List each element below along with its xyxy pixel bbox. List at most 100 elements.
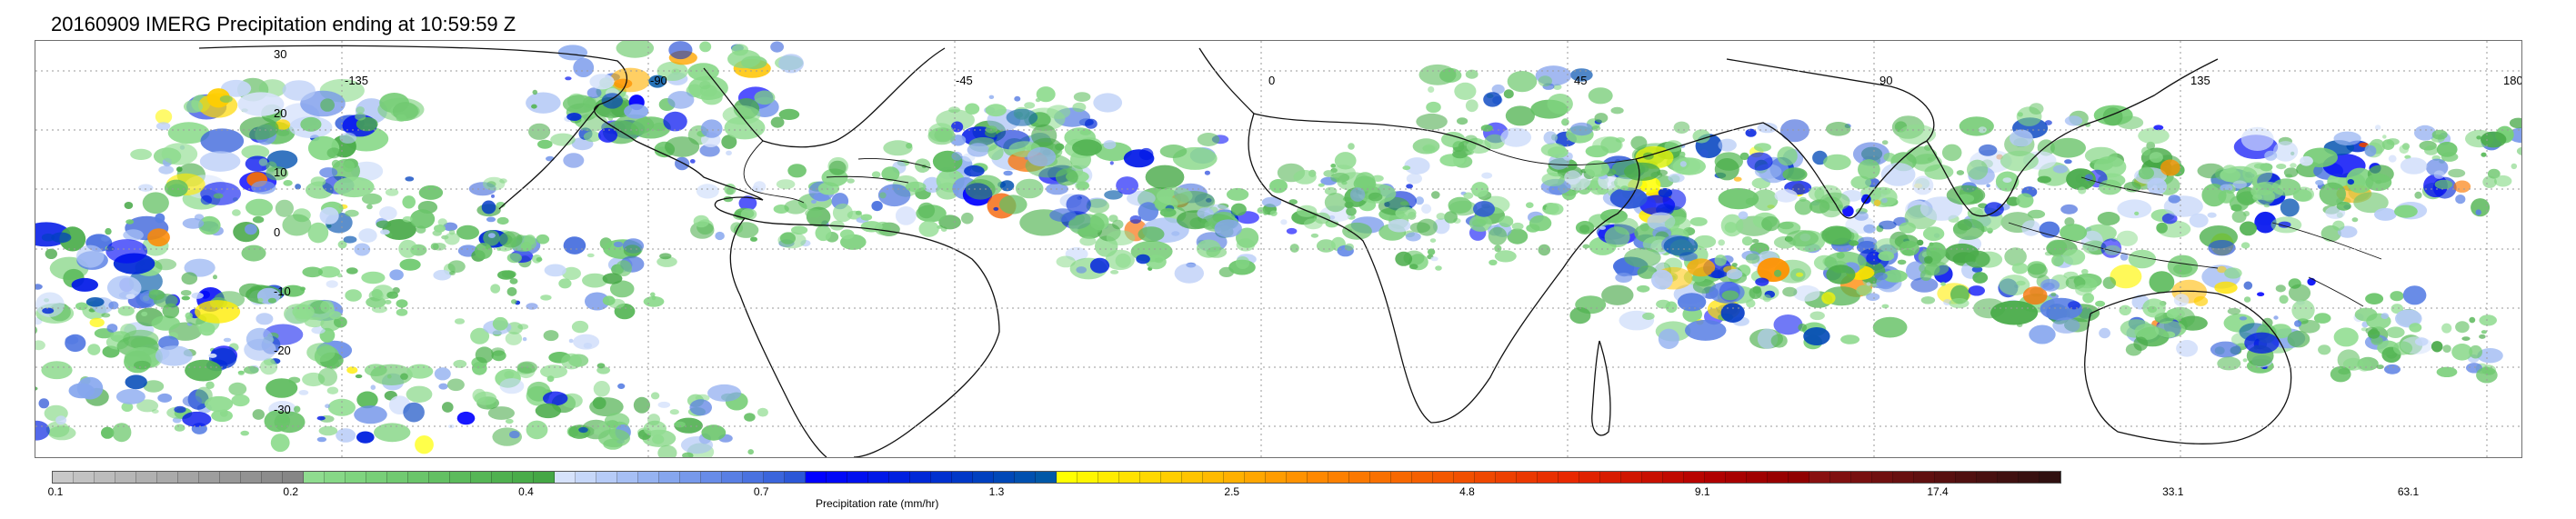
rain-cell: [563, 153, 585, 168]
rain-cell: [1404, 157, 1430, 175]
rain-cell: [205, 381, 215, 389]
rain-cell: [490, 284, 501, 294]
rain-cell: [2243, 211, 2250, 217]
latitude-label: 0: [274, 225, 280, 239]
rain-cell: [45, 248, 57, 259]
rain-cell: [1436, 213, 1446, 220]
rain-cell: [999, 195, 1027, 215]
rain-cell: [1623, 162, 1661, 181]
rain-cell: [565, 76, 572, 81]
rain-cell: [2240, 221, 2257, 236]
rain-cell: [699, 41, 712, 53]
rain-cell: [815, 225, 832, 242]
rain-cell: [1687, 258, 1716, 277]
rain-cell: [2298, 320, 2320, 334]
precipitation-map: -135 -90 -45 0 45 90 135 180 30 20 10 0 -10 -20 -30: [35, 41, 2521, 457]
rain-cell: [1582, 244, 1590, 249]
colorbar-segment: [1203, 472, 1224, 483]
rain-cell: [1883, 153, 1896, 162]
rain-cell: [598, 429, 630, 447]
rain-cell: [2110, 264, 2142, 289]
rain-cell: [693, 215, 709, 228]
rain-cell: [616, 260, 632, 276]
rain-cell: [105, 227, 112, 235]
rain-cell: [105, 239, 148, 264]
rain-cell: [181, 295, 190, 301]
rain-cell: [1431, 191, 1440, 199]
rain-cell: [1261, 196, 1282, 208]
rain-cell: [326, 280, 338, 288]
rain-cell: [652, 434, 665, 444]
rain-cell: [2193, 295, 2209, 306]
rain-cell: [123, 229, 144, 241]
rain-cell: [839, 229, 855, 240]
rain-cell: [675, 156, 690, 171]
rain-cell: [438, 383, 448, 390]
rain-cell: [2481, 152, 2487, 157]
rain-cell: [1197, 133, 1220, 146]
colorbar-segment: [115, 472, 136, 483]
rain-cell: [125, 374, 147, 390]
rain-cell: [1027, 146, 1057, 167]
rain-cell: [121, 402, 134, 413]
rain-cell: [1986, 184, 1990, 188]
rain-cell: [1076, 266, 1087, 274]
rain-cell: [1658, 188, 1673, 198]
rain-cell: [282, 80, 316, 101]
colorbar-segment: [1538, 472, 1559, 483]
rain-cell: [437, 218, 447, 226]
rain-cell: [481, 200, 496, 215]
rain-cell: [2273, 315, 2279, 320]
rain-cell: [1106, 230, 1136, 245]
rain-cell: [1856, 284, 1872, 296]
colorbar-segment: [178, 472, 199, 483]
rain-cell: [1600, 136, 1622, 154]
rain-cell: [361, 193, 383, 205]
rain-cell: [561, 353, 582, 370]
rain-cell: [2224, 267, 2242, 279]
rain-cell: [613, 241, 624, 248]
rain-cell: [568, 338, 574, 344]
rain-cell: [2160, 159, 2180, 176]
rain-cell: [583, 131, 602, 143]
rain-cell: [2064, 115, 2083, 126]
rain-cell: [317, 265, 340, 278]
rain-cell: [951, 121, 964, 133]
rain-cell: [1408, 264, 1418, 270]
rain-cell: [2022, 286, 2048, 305]
rain-cell: [1422, 144, 1438, 154]
rain-cell: [558, 278, 572, 289]
rain-cell: [260, 359, 278, 375]
rain-cell: [1068, 214, 1105, 235]
rain-cell: [1879, 220, 1897, 230]
rain-cell: [1658, 328, 1679, 349]
colorbar-segment: [1705, 472, 1726, 483]
rain-cell: [1956, 194, 1975, 204]
rain-cell: [1754, 143, 1771, 152]
rain-cell: [181, 272, 198, 285]
colorbar-segment: [1621, 472, 1642, 483]
rain-cell: [2060, 224, 2088, 242]
rain-cell: [256, 313, 274, 325]
rain-cell: [496, 246, 501, 252]
rain-cell: [1116, 176, 1138, 195]
rain-cell: [1324, 193, 1347, 213]
rain-cell: [1330, 164, 1337, 168]
rain-cell: [1353, 175, 1377, 192]
rain-cell: [208, 353, 217, 358]
rain-cell: [2257, 292, 2265, 297]
rain-cell: [2351, 217, 2359, 223]
rain-cell: [860, 221, 883, 233]
colorbar-segment: [1496, 472, 1517, 483]
rain-cell: [1156, 186, 1193, 205]
rain-cell: [106, 275, 142, 300]
rain-cell: [294, 405, 301, 413]
colorbar-segment: [952, 472, 973, 483]
rain-cell: [1770, 334, 1788, 348]
colorbar-segment: [1391, 472, 1412, 483]
rain-cell: [300, 116, 322, 132]
colorbar-segment: [1328, 472, 1349, 483]
rain-cell: [1206, 246, 1228, 258]
colorbar-segment: [1308, 472, 1328, 483]
rain-cell: [509, 430, 520, 439]
